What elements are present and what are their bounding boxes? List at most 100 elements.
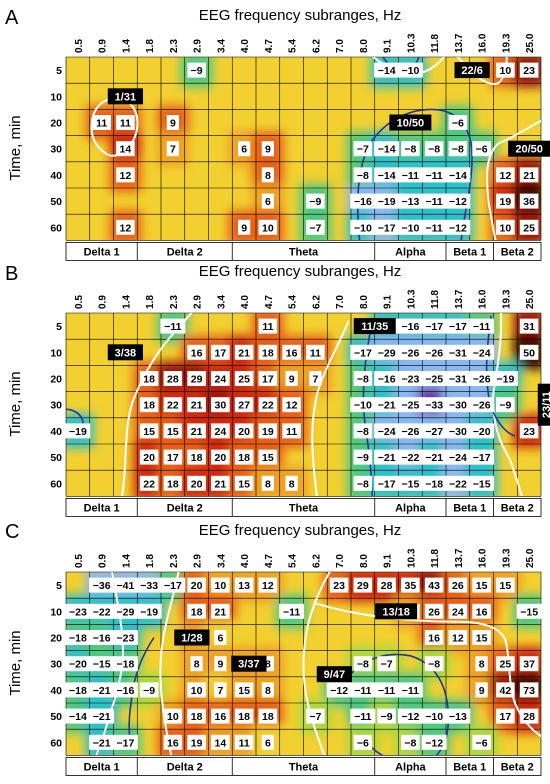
value-label: −8 bbox=[401, 734, 420, 750]
y-tick-label: 40 bbox=[50, 685, 62, 697]
value-label-box bbox=[187, 344, 206, 360]
value-label: −12 bbox=[421, 734, 447, 750]
value-label-box bbox=[401, 734, 420, 750]
grid bbox=[65, 56, 542, 241]
value-label: −8 bbox=[448, 141, 468, 157]
value-label-text: 14 bbox=[120, 144, 132, 156]
value-label: −17 bbox=[445, 318, 471, 334]
value-label: 16 bbox=[163, 734, 183, 750]
value-label-text: 20 bbox=[191, 478, 203, 490]
x-tick-label: 7.0 bbox=[335, 554, 346, 568]
value-label-box bbox=[519, 62, 539, 78]
value-label: −11 bbox=[397, 167, 423, 183]
value-label-text: 18 bbox=[167, 478, 179, 490]
y-axis-label: Time, min bbox=[7, 630, 24, 695]
value-label: −26 bbox=[397, 423, 423, 439]
value-label-box bbox=[401, 141, 420, 157]
value-label-text: 11 bbox=[262, 321, 273, 333]
y-tick-label: 60 bbox=[50, 737, 62, 749]
value-label: 28 bbox=[519, 708, 539, 724]
value-label: 8 bbox=[190, 656, 203, 672]
value-label-box bbox=[136, 577, 162, 593]
contour-positive bbox=[492, 313, 523, 496]
value-label-box bbox=[519, 656, 539, 672]
x-tick-label: 11.8 bbox=[430, 549, 441, 568]
value-label-box bbox=[397, 449, 423, 465]
value-label: 12 bbox=[282, 397, 301, 413]
value-label-box bbox=[282, 397, 301, 413]
value-label-text: 43 bbox=[428, 580, 440, 592]
y-axis-label: Time, min bbox=[7, 115, 24, 180]
value-label-box bbox=[211, 371, 230, 386]
value-label-box bbox=[92, 115, 111, 130]
y-tick-label: 10 bbox=[50, 606, 62, 618]
value-label-text: −16 bbox=[116, 685, 134, 697]
value-label-box bbox=[519, 193, 539, 209]
value-label-text: 9 bbox=[241, 222, 247, 234]
value-label: 30 bbox=[211, 397, 230, 413]
value-label-box bbox=[469, 371, 495, 386]
value-label-text: −18 bbox=[69, 633, 87, 645]
value-label-text: 12 bbox=[500, 170, 512, 182]
value-label-text: 16 bbox=[286, 347, 298, 359]
value-label-text: 12 bbox=[452, 633, 464, 645]
value-label-box bbox=[326, 682, 352, 698]
value-label-text: −17 bbox=[354, 347, 372, 359]
value-label: 20 bbox=[211, 449, 230, 465]
value-label-text: −8 bbox=[428, 144, 440, 156]
value-label-box bbox=[160, 577, 186, 593]
value-label-box bbox=[377, 656, 396, 672]
value-label-box bbox=[306, 193, 325, 209]
x-tick-label: 1.8 bbox=[145, 554, 156, 568]
value-label-text: 8 bbox=[265, 659, 271, 671]
value-label-text: −6 bbox=[357, 737, 369, 749]
value-label-box bbox=[350, 344, 376, 360]
value-label-text: −9 bbox=[191, 65, 203, 77]
value-label-text: 42 bbox=[500, 685, 512, 697]
value-label-text: −7 bbox=[357, 144, 369, 156]
value-label-text: 15 bbox=[238, 685, 250, 697]
value-label-text: 23 bbox=[333, 580, 345, 592]
y-tick-label: 10 bbox=[50, 91, 62, 103]
value-label-text: 15 bbox=[476, 633, 488, 645]
y-tick-label: 20 bbox=[50, 374, 62, 386]
value-label-box bbox=[374, 219, 400, 235]
value-label: 10 bbox=[187, 682, 206, 698]
contour-positive bbox=[486, 119, 541, 240]
value-label-text: 16 bbox=[428, 633, 440, 645]
value-label-text: −33 bbox=[140, 580, 158, 592]
value-label-box bbox=[214, 656, 227, 672]
value-label-text: 6 bbox=[265, 737, 271, 749]
value-label: −11 bbox=[421, 167, 447, 183]
value-label: −22 bbox=[397, 449, 423, 465]
value-label-text: 21 bbox=[215, 606, 227, 618]
annotation-text: 13/18 bbox=[382, 606, 410, 618]
value-label-text: −10 bbox=[425, 711, 443, 723]
value-label-text: 28 bbox=[381, 580, 393, 592]
x-tick-label: 13.7 bbox=[454, 33, 465, 53]
x-tick-label: 10.3 bbox=[406, 33, 417, 53]
x-tick-label: 2.3 bbox=[169, 39, 180, 53]
value-label: 19 bbox=[496, 193, 515, 209]
value-label-box bbox=[472, 141, 491, 157]
value-label: 25 bbox=[496, 656, 515, 672]
value-label: 36 bbox=[519, 193, 539, 209]
value-label: 42 bbox=[496, 682, 515, 698]
value-label-box bbox=[258, 219, 278, 235]
annotation-box: 9/47 bbox=[316, 666, 352, 683]
value-label: −15 bbox=[89, 656, 115, 672]
y-tick-label: 20 bbox=[50, 118, 62, 130]
x-tick-label: 2.3 bbox=[169, 554, 180, 568]
value-label-box bbox=[421, 423, 447, 439]
value-label-box bbox=[350, 193, 376, 209]
value-label-text: −11 bbox=[164, 321, 181, 333]
value-label-box bbox=[237, 141, 251, 157]
value-label-text: 21 bbox=[191, 400, 203, 412]
x-tick-label: 8.0 bbox=[359, 295, 370, 309]
value-label: −17 bbox=[421, 318, 447, 334]
band-label: Beta 1 bbox=[453, 761, 486, 773]
value-label-box bbox=[163, 371, 183, 386]
value-label-text: −26 bbox=[401, 426, 419, 438]
value-label: −23 bbox=[112, 630, 138, 645]
value-label-text: 50 bbox=[523, 347, 535, 359]
